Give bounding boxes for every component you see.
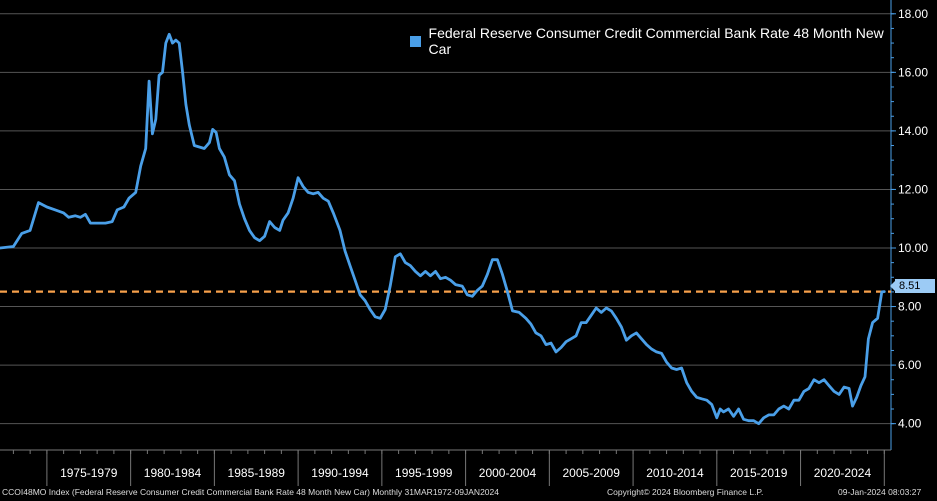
y-tick-labels: 4.00 6.00 8.00 10.00 12.00 14.00 16.00 18.00	[898, 7, 928, 431]
x-tick-label: 1995-1999	[395, 466, 453, 480]
legend-label: Federal Reserve Consumer Credit Commerci…	[428, 25, 884, 57]
legend: Federal Reserve Consumer Credit Commerci…	[400, 25, 890, 57]
x-tick-labels: 1975-1979 1980-1984 1985-1989 1990-1994 1995…	[60, 466, 871, 480]
y-tick-label: 16.00	[898, 65, 928, 79]
x-tick-label: 1990-1994	[311, 466, 369, 480]
y-tick-label: 10.00	[898, 241, 928, 255]
legend-swatch	[410, 35, 421, 47]
series-layer	[0, 32, 886, 426]
footer-source: CCOI48MO Index (Federal Reserve Consumer…	[2, 487, 499, 497]
footer: CCOI48MO Index (Federal Reserve Consumer…	[0, 486, 937, 501]
x-tick-label: 1980-1984	[144, 466, 202, 480]
y-tick-label: 4.00	[898, 417, 922, 431]
x-tick-label: 1975-1979	[60, 466, 118, 480]
x-tick-label: 2015-2019	[730, 466, 788, 480]
footer-copyright: Copyright© 2024 Bloomberg Finance L.P.	[607, 487, 764, 497]
x-tick-label: 2020-2024	[814, 466, 872, 480]
x-tick-label: 1985-1989	[228, 466, 286, 480]
y-tick-label: 12.00	[898, 182, 928, 196]
x-tick-label: 2000-2004	[479, 466, 537, 480]
axes	[0, 0, 896, 486]
x-tick-label: 2010-2014	[646, 466, 704, 480]
y-tick-label: 14.00	[898, 124, 928, 138]
y-tick-label: 6.00	[898, 358, 922, 372]
footer-timestamp: 09-Jan-2024 08:03:27	[838, 487, 922, 497]
y-tick-label: 18.00	[898, 7, 928, 21]
x-tick-label: 2005-2009	[563, 466, 621, 480]
last-value-badge: 8.51	[890, 279, 935, 293]
grid-lines	[0, 13, 891, 425]
y-tick-label: 8.00	[898, 300, 922, 314]
series-line	[0, 32, 886, 426]
